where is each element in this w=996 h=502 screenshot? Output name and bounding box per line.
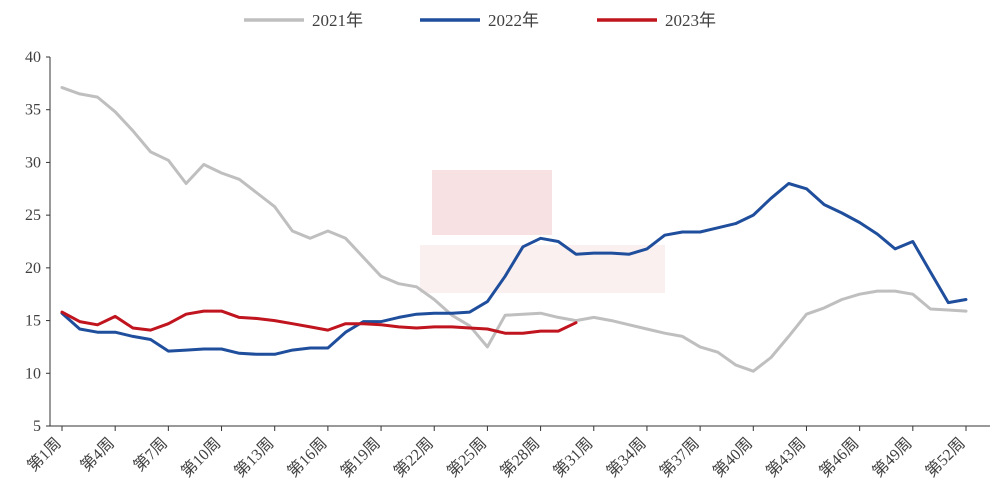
y-axis: 5 10 15 20 25 30 35 40 <box>25 49 51 435</box>
y-tick-label: 30 <box>25 154 41 171</box>
series-line-2023年 <box>60 309 578 335</box>
x-tick-label: 第49周 <box>869 434 916 481</box>
y-tick-label: 20 <box>25 260 41 277</box>
legend-item-2023: 2023年 <box>597 11 716 30</box>
x-tick-label: 第25周 <box>444 434 491 481</box>
x-tick-label: 第7周 <box>130 434 171 475</box>
x-tick-label: 第1周 <box>24 434 65 475</box>
x-tick-label: 第19周 <box>337 434 384 481</box>
x-tick-label: 第10周 <box>178 434 225 481</box>
legend-item-2022: 2022年 <box>420 11 539 30</box>
x-tick-label: 第28周 <box>497 434 544 481</box>
series-layer <box>60 86 968 373</box>
x-tick-label: 第40周 <box>709 434 756 481</box>
legend-label-2022: 2022年 <box>488 11 539 30</box>
y-tick-label: 25 <box>25 207 41 224</box>
series-line-2021年 <box>60 86 968 373</box>
legend-item-2021: 2021年 <box>244 11 363 30</box>
x-tick-label: 第46周 <box>816 434 863 481</box>
watermark <box>420 170 665 293</box>
x-tick-label: 第31周 <box>550 434 597 481</box>
legend: 2021年 2022年 2023年 <box>244 11 716 30</box>
x-tick-label: 第34周 <box>603 434 650 481</box>
legend-label-2021: 2021年 <box>312 11 363 30</box>
x-tick-label: 第4周 <box>77 434 118 475</box>
y-tick-label: 5 <box>33 418 41 435</box>
x-tick-label: 第37周 <box>656 434 703 481</box>
x-tick-label: 第13周 <box>231 434 278 481</box>
legend-label-2023: 2023年 <box>665 11 716 30</box>
x-tick-label: 第52周 <box>922 434 969 481</box>
y-tick-label: 15 <box>25 313 41 330</box>
y-tick-label: 35 <box>25 102 41 119</box>
x-tick-label: 第16周 <box>284 434 331 481</box>
y-tick-label: 40 <box>25 49 41 66</box>
x-tick-label: 第22周 <box>390 434 437 481</box>
series-line-2022年 <box>60 182 968 356</box>
x-tick-label: 第43周 <box>763 434 810 481</box>
y-tick-label: 10 <box>25 365 41 382</box>
x-axis: 第1周 第4周 第7周 第10周 第13周 第16周 第19周 第22周 第25周 第28周 第31… <box>24 425 990 481</box>
